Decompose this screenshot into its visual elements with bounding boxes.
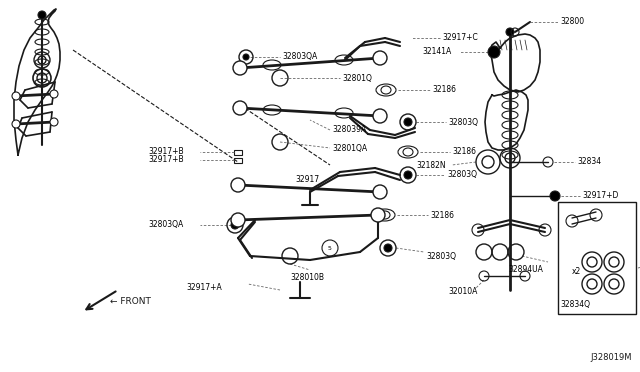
Text: 32834: 32834 [577, 157, 601, 167]
Text: 32186: 32186 [430, 211, 454, 219]
Text: 32186: 32186 [452, 148, 476, 157]
Text: 32800: 32800 [560, 17, 584, 26]
Ellipse shape [376, 84, 396, 96]
Circle shape [550, 191, 560, 201]
Circle shape [231, 213, 245, 227]
Circle shape [373, 109, 387, 123]
Circle shape [243, 54, 249, 60]
Text: 32894UA: 32894UA [508, 266, 543, 275]
Text: 32917+B: 32917+B [148, 148, 184, 157]
Circle shape [506, 28, 514, 36]
Ellipse shape [263, 105, 281, 115]
Circle shape [404, 171, 412, 179]
Text: 328010B: 328010B [290, 273, 324, 282]
Ellipse shape [375, 209, 395, 221]
Circle shape [384, 244, 392, 252]
Text: 32917+D: 32917+D [582, 192, 618, 201]
Text: 32010A: 32010A [448, 288, 477, 296]
Text: 32801Q: 32801Q [342, 74, 372, 83]
Circle shape [233, 101, 247, 115]
Circle shape [231, 178, 245, 192]
Text: 32186: 32186 [432, 86, 456, 94]
Circle shape [38, 11, 46, 19]
Text: 32917+A: 32917+A [186, 283, 221, 292]
Text: x2: x2 [572, 267, 581, 276]
Circle shape [50, 118, 58, 126]
Circle shape [12, 120, 20, 128]
Bar [234, 150, 242, 155]
Text: 32803Q: 32803Q [448, 118, 478, 126]
Ellipse shape [263, 60, 281, 70]
Circle shape [371, 208, 385, 222]
Circle shape [12, 92, 20, 100]
Circle shape [231, 221, 239, 229]
Text: 32801QA: 32801QA [332, 144, 367, 153]
Text: 32917: 32917 [295, 176, 319, 185]
Circle shape [404, 118, 412, 126]
Circle shape [488, 46, 500, 58]
Text: 5: 5 [328, 246, 332, 250]
Text: 32803QA: 32803QA [282, 52, 317, 61]
Text: 32803Q: 32803Q [447, 170, 477, 180]
Circle shape [373, 51, 387, 65]
Circle shape [50, 90, 58, 98]
Text: 32803QA: 32803QA [148, 221, 183, 230]
Text: 32141A: 32141A [422, 48, 451, 57]
Ellipse shape [398, 146, 418, 158]
Text: J328019M: J328019M [590, 353, 632, 362]
Ellipse shape [335, 55, 353, 65]
Circle shape [233, 61, 247, 75]
Text: ← FRONT: ← FRONT [110, 298, 151, 307]
Bar [234, 158, 242, 163]
Text: 328039A: 328039A [332, 125, 366, 135]
Text: 32917+B: 32917+B [148, 155, 184, 164]
Ellipse shape [335, 108, 353, 118]
Text: 32917+C: 32917+C [442, 33, 477, 42]
Text: 32834Q: 32834Q [560, 301, 590, 310]
Bar [558, 202, 636, 314]
Text: 32182N: 32182N [416, 160, 445, 170]
Circle shape [373, 185, 387, 199]
Text: 32803Q: 32803Q [426, 251, 456, 260]
